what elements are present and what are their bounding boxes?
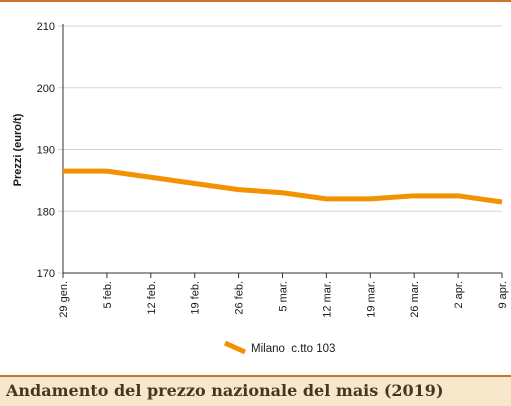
x-tick-label: 19 mar. — [365, 281, 377, 318]
chart-caption: Andamento del prezzo nazionale del mais … — [6, 381, 444, 400]
x-tick-label: 26 mar. — [409, 281, 421, 318]
legend-swatch — [223, 340, 247, 355]
y-tick-label: 170 — [37, 268, 55, 280]
x-tick-label: 12 mar. — [321, 281, 333, 318]
price-line-chart: 170 180 190 200 210 29 gen. 5 feb. 12 feb. 19 f… — [12, 21, 509, 355]
x-tick-label: 5 feb. — [102, 281, 114, 309]
legend: Milano c.tto 103 — [223, 340, 335, 355]
x-tick-label: 9 apr. — [497, 281, 509, 309]
series-layer — [62, 168, 503, 205]
y-tick-label: 180 — [37, 206, 55, 218]
x-tick-label: 29 gen. — [58, 281, 70, 318]
x-tick-label: 12 feb. — [146, 281, 158, 315]
x-axis: 29 gen. 5 feb. 12 feb. 19 feb. 26 feb. 5 mar.… — [58, 272, 509, 318]
x-tick-label: 19 feb. — [190, 281, 202, 315]
y-axis-label: Prezzi (euro/t) — [12, 113, 24, 186]
y-tick-label: 190 — [37, 145, 55, 157]
caption-bar: Andamento del prezzo nazionale del mais … — [0, 375, 511, 406]
y-tick-label: 200 — [37, 83, 55, 95]
x-tick-label: 2 apr. — [453, 281, 465, 309]
legend-label: Milano c.tto 103 — [251, 343, 335, 355]
top-border — [0, 0, 511, 2]
x-tick-label: 26 feb. — [234, 281, 246, 315]
x-tick-label: 5 mar. — [278, 281, 290, 312]
gridlines — [58, 25, 502, 274]
y-tick-label: 210 — [37, 21, 55, 33]
series-line — [63, 168, 503, 205]
y-axis: 170 180 190 200 210 — [37, 21, 64, 280]
